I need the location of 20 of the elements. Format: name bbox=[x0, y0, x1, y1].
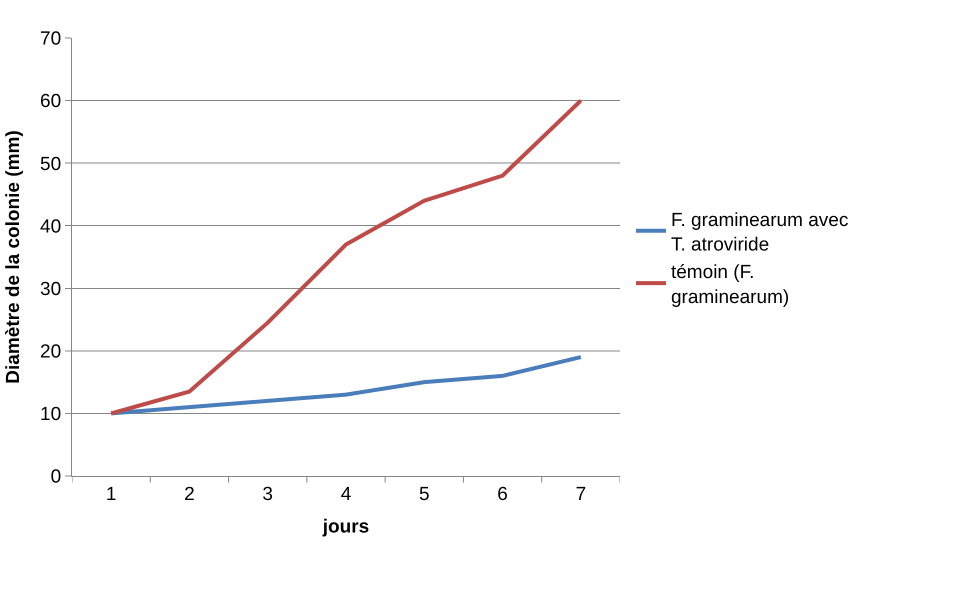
y-axis-title: Diamètre de la colonie (mm) bbox=[2, 130, 24, 384]
x-tick-label: 3 bbox=[262, 484, 273, 505]
x-tick-label: 4 bbox=[340, 484, 352, 505]
line-series bbox=[109, 98, 583, 416]
x-tick-label: 5 bbox=[419, 484, 430, 505]
x-axis-title: jours bbox=[322, 516, 370, 538]
y-tick-label: 20 bbox=[40, 342, 62, 363]
y-tick-label: 10 bbox=[40, 404, 62, 426]
y-tick-label: 70 bbox=[40, 28, 62, 50]
y-tick-label: 0 bbox=[50, 466, 62, 488]
y-tick-label: 60 bbox=[40, 91, 62, 112]
x-tick-label: 7 bbox=[576, 484, 586, 505]
x-tick-label: 1 bbox=[106, 484, 116, 505]
legend-label: témoin (F. graminearum) bbox=[670, 262, 790, 308]
x-tick-label: 2 bbox=[184, 484, 195, 505]
y-tick-label: 50 bbox=[40, 154, 62, 175]
y-tick-label: 30 bbox=[40, 278, 62, 300]
line-series bbox=[109, 355, 583, 416]
x-tick-label: 6 bbox=[497, 484, 508, 505]
y-tick-label: 40 bbox=[40, 216, 62, 238]
